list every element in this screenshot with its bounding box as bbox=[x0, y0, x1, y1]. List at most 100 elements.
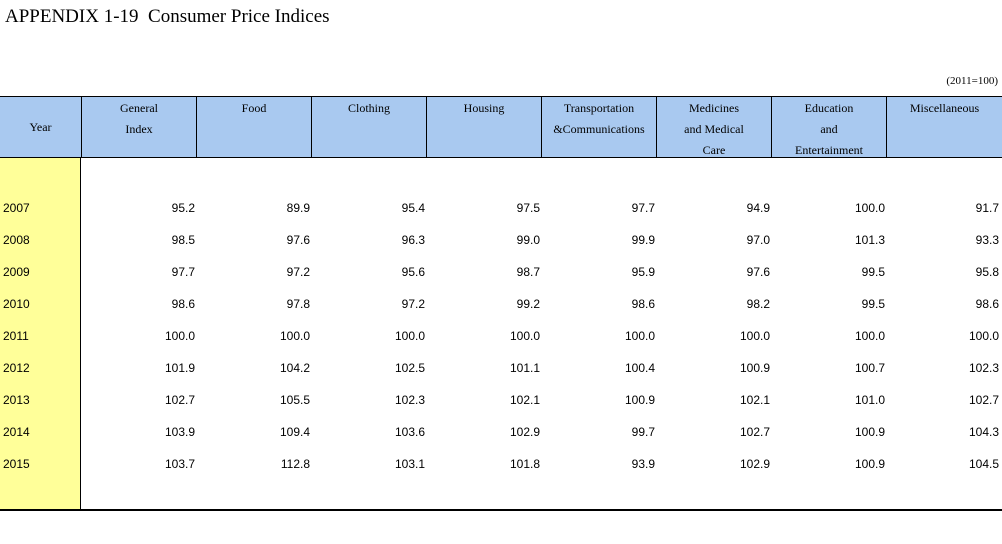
table-cell: 95.2 bbox=[171, 201, 195, 215]
table-cell: 100.4 bbox=[624, 361, 655, 375]
column-header-food: Food bbox=[197, 97, 312, 157]
table-cell: 98.6 bbox=[171, 297, 195, 311]
bottom-rule bbox=[0, 509, 1002, 511]
table-cell: 105.5 bbox=[279, 393, 310, 407]
table-cell: 97.5 bbox=[516, 201, 540, 215]
table-cell: 95.8 bbox=[975, 265, 999, 279]
table-cell: 103.1 bbox=[394, 457, 425, 471]
year-column-background bbox=[0, 158, 81, 510]
table-cell: 98.2 bbox=[746, 297, 770, 311]
table-row: 2013 102.7 105.5 102.3 102.1 100.9 102.1 101.0 1… bbox=[0, 390, 1002, 410]
table-cell: 100.0 bbox=[509, 329, 540, 343]
table-cell: 102.9 bbox=[509, 425, 540, 439]
table-cell: 102.3 bbox=[968, 361, 999, 375]
row-year: 2010 bbox=[3, 297, 30, 311]
table-cell: 97.2 bbox=[286, 265, 310, 279]
table-cell: 100.0 bbox=[624, 329, 655, 343]
table-row: 2007 95.2 89.9 95.4 97.5 97.7 94.9 100.0 91.7 bbox=[0, 198, 1002, 218]
table-cell: 97.8 bbox=[286, 297, 310, 311]
table-cell: 99.0 bbox=[516, 233, 540, 247]
table-cell: 101.3 bbox=[854, 233, 885, 247]
table-cell: 100.0 bbox=[394, 329, 425, 343]
table-cell: 102.9 bbox=[739, 457, 770, 471]
row-year: 2009 bbox=[3, 265, 30, 279]
table-cell: 97.6 bbox=[286, 233, 310, 247]
table-cell: 97.7 bbox=[631, 201, 655, 215]
column-header-education: Education and Entertainment bbox=[772, 97, 887, 157]
table-cell: 97.2 bbox=[401, 297, 425, 311]
table-row: 2014 103.9 109.4 103.6 102.9 99.7 102.7 100.9 10… bbox=[0, 422, 1002, 442]
column-header-general-index: General Index bbox=[82, 97, 197, 157]
table-cell: 104.5 bbox=[968, 457, 999, 471]
table-cell: 89.9 bbox=[286, 201, 310, 215]
table-cell: 100.9 bbox=[739, 361, 770, 375]
table-row: 2010 98.6 97.8 97.2 99.2 98.6 98.2 99.5 98.6 bbox=[0, 294, 1002, 314]
column-header-housing: Housing bbox=[427, 97, 542, 157]
table-cell: 102.7 bbox=[739, 425, 770, 439]
table-row: 2015 103.7 112.8 103.1 101.8 93.9 102.9 100.9 10… bbox=[0, 454, 1002, 474]
table-cell: 99.2 bbox=[516, 297, 540, 311]
table-cell: 97.7 bbox=[171, 265, 195, 279]
table-cell: 109.4 bbox=[279, 425, 310, 439]
table-row: 2008 98.5 97.6 96.3 99.0 99.9 97.0 101.3 93.3 bbox=[0, 230, 1002, 250]
table-cell: 101.9 bbox=[164, 361, 195, 375]
table-cell: 99.9 bbox=[631, 233, 655, 247]
table-cell: 102.7 bbox=[968, 393, 999, 407]
table-cell: 93.9 bbox=[631, 457, 655, 471]
table-cell: 96.3 bbox=[401, 233, 425, 247]
table-cell: 100.9 bbox=[854, 457, 885, 471]
table-cell: 95.4 bbox=[401, 201, 425, 215]
table-cell: 102.1 bbox=[739, 393, 770, 407]
table-cell: 103.7 bbox=[164, 457, 195, 471]
table-cell: 101.8 bbox=[509, 457, 540, 471]
column-header-medicines: Medicines and Medical Care bbox=[657, 97, 772, 157]
table-cell: 102.5 bbox=[394, 361, 425, 375]
table-cell: 102.1 bbox=[509, 393, 540, 407]
table-cell: 100.0 bbox=[164, 329, 195, 343]
table-cell: 100.0 bbox=[854, 329, 885, 343]
row-year: 2014 bbox=[3, 425, 30, 439]
table-cell: 97.0 bbox=[746, 233, 770, 247]
table-cell: 103.6 bbox=[394, 425, 425, 439]
column-header-transportation: Transportation &Communications bbox=[542, 97, 657, 157]
table-cell: 97.6 bbox=[746, 265, 770, 279]
table-cell: 101.0 bbox=[854, 393, 885, 407]
table-cell: 98.7 bbox=[516, 265, 540, 279]
table-header: Year General Index Food Clothing Housing… bbox=[0, 96, 1002, 158]
column-header-year: Year bbox=[0, 97, 82, 157]
row-year: 2007 bbox=[3, 201, 30, 215]
column-header-miscellaneous: Miscellaneous bbox=[909, 101, 980, 115]
table-cell: 104.3 bbox=[968, 425, 999, 439]
table-cell: 99.5 bbox=[861, 265, 885, 279]
table-cell: 100.9 bbox=[624, 393, 655, 407]
table-cell: 95.6 bbox=[401, 265, 425, 279]
page-title: APPENDIX 1-19 Consumer Price Indices bbox=[5, 6, 330, 27]
table-cell: 112.8 bbox=[280, 457, 310, 471]
table-cell: 100.0 bbox=[854, 201, 885, 215]
row-year: 2008 bbox=[3, 233, 30, 247]
table-cell: 102.3 bbox=[394, 393, 425, 407]
row-year: 2013 bbox=[3, 393, 30, 407]
table-cell: 103.9 bbox=[164, 425, 195, 439]
table-cell: 91.7 bbox=[975, 201, 999, 215]
table-cell: 100.9 bbox=[854, 425, 885, 439]
table-cell: 100.0 bbox=[968, 329, 999, 343]
row-year: 2015 bbox=[3, 457, 30, 471]
base-year-note: (2011=100) bbox=[946, 75, 998, 87]
table-cell: 101.1 bbox=[509, 361, 540, 375]
row-year: 2012 bbox=[3, 361, 30, 375]
table-cell: 100.0 bbox=[279, 329, 310, 343]
table-row: 2011 100.0 100.0 100.0 100.0 100.0 100.0 100.0 1… bbox=[0, 326, 1002, 346]
table-cell: 93.3 bbox=[975, 233, 999, 247]
table-cell: 99.5 bbox=[861, 297, 885, 311]
table-cell: 98.6 bbox=[975, 297, 999, 311]
table-row: 2009 97.7 97.2 95.6 98.7 95.9 97.6 99.5 95.8 bbox=[0, 262, 1002, 282]
table-cell: 98.6 bbox=[631, 297, 655, 311]
table-cell: 95.9 bbox=[631, 265, 655, 279]
row-year: 2011 bbox=[3, 329, 29, 343]
table-cell: 100.0 bbox=[739, 329, 770, 343]
table-cell: 99.7 bbox=[631, 425, 655, 439]
column-header-clothing: Clothing bbox=[312, 97, 427, 157]
table-cell: 100.7 bbox=[854, 361, 885, 375]
table-cell: 98.5 bbox=[171, 233, 195, 247]
